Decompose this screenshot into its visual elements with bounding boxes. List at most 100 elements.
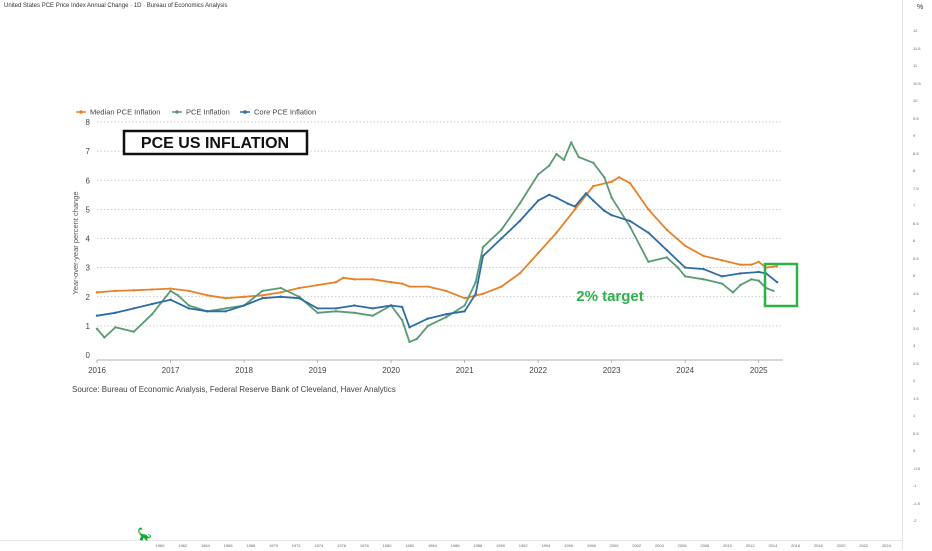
series-point [775,264,779,268]
x-tick-label: 2018 [235,366,253,375]
right-axis-tick: 10 [913,98,918,103]
series-point [389,304,393,307]
series-point [400,318,404,322]
right-price-axis: % 12 11.5 11 10.5 10 9.5 9 8.5 8 7.5 7 6.5 6 5.5 5 4.5 4… [902,0,932,550]
bottom-axis-year-label: 1980 [382,543,392,548]
bottom-axis-year-label: 1966 [223,543,233,548]
x-tick-label: 2017 [162,366,180,375]
right-axis-tick: 11 [913,63,918,68]
series-point [610,180,613,183]
target-label: 2% target [576,288,644,305]
series-point [95,327,99,330]
bottom-axis-year-label: 2024 [881,543,891,548]
right-axis-tick: 9 [913,133,916,138]
chart-legend: Median PCE Inflation PCE Inflation Core PC… [76,108,316,117]
series-point [500,237,503,240]
series-point [757,279,760,282]
series-point [463,304,466,307]
bottom-axis-year-label: 1988 [473,543,483,548]
right-axis-tick: -1 [913,483,917,488]
series-point [566,202,569,205]
bottom-axis-year-label: 2018 [813,543,823,548]
chart-gridlines [97,121,783,327]
series-point [353,311,356,314]
series-point [261,297,264,300]
right-axis-tick: 1.5 [913,395,919,401]
series-point [665,248,669,252]
series-point [500,285,503,288]
bottom-axis-year-label: 1972 [291,543,301,548]
right-axis-unit-label: % [917,4,924,11]
x-tick-label: 2019 [309,366,327,375]
bottom-axis-year-label: 1996 [564,543,574,548]
series-point [665,228,669,231]
bottom-axis-year-label: 1994 [541,543,551,548]
right-axis-tick: 0 [913,448,916,453]
series-point [445,289,448,293]
series-point [570,141,573,144]
series-point [628,225,632,229]
series-point [536,251,540,255]
series-point [187,307,191,310]
series-point [224,297,227,300]
series-point [224,307,227,310]
bottom-axis-year-label: 1990 [496,543,505,548]
series-point [169,298,172,301]
series-point [676,266,680,269]
series-point [739,283,742,287]
series-point [426,317,430,320]
y-tick-label: 3 [86,264,91,273]
series-point [555,231,558,234]
series-point [757,260,760,263]
right-axis-tick: 5 [913,273,916,278]
series-point [114,289,117,293]
right-axis-tick: 7.5 [913,185,919,191]
series-line [96,192,778,329]
series-point [592,199,595,202]
bottom-axis-year-label: 1982 [405,543,415,548]
bottom-axis-year-label: 1998 [586,543,596,548]
bottom-axis-year-label: 2000 [609,543,619,548]
series-point [610,196,613,199]
series-point [261,294,264,297]
series-point [702,278,705,281]
y-tick-label: 2 [86,293,91,302]
series-point [463,297,466,300]
series-point [617,176,621,179]
series-point [176,294,180,297]
series-point [316,307,319,310]
bottom-axis-year-label: 1992 [518,543,528,548]
pce-title-box [122,129,309,156]
bottom-axis-year-label: 1986 [450,543,460,548]
bottom-axis-year-label: 1964 [200,543,210,548]
right-axis-tick: 1 [913,413,916,418]
bottom-axis-year-label: 2010 [723,543,732,548]
bottom-axis-year-label: 1962 [178,543,188,548]
series-point [757,270,760,274]
right-axis-tick: 8.5 [913,150,919,156]
bottom-axis-year-label: 2006 [677,543,687,548]
series-point [684,244,687,247]
pce-title-text: PCE US INFLATION [141,135,289,152]
series-point [187,304,191,307]
y-tick-label: 6 [86,176,91,185]
bottom-axis-year-label: 1976 [337,543,347,548]
x-axis-tick-labels: 2016 2017 2018 2019 2020 2021 2022 2023 2024 2025 [88,360,768,375]
series-point [426,324,430,328]
right-axis-tick: -1.5 [913,500,920,506]
chart-series [95,141,779,344]
series-point [647,208,650,211]
series-point [132,307,135,310]
bottom-axis-year-label: 1970 [269,543,278,548]
series-point [603,209,606,213]
series-point [242,295,246,298]
series-point [720,275,724,278]
series-point [334,307,338,310]
series-point [445,313,448,316]
series-point [224,310,227,313]
series-point [739,272,742,275]
series-point [731,291,735,294]
series-point [584,192,588,195]
series-point [481,246,485,249]
series-point [603,176,606,179]
